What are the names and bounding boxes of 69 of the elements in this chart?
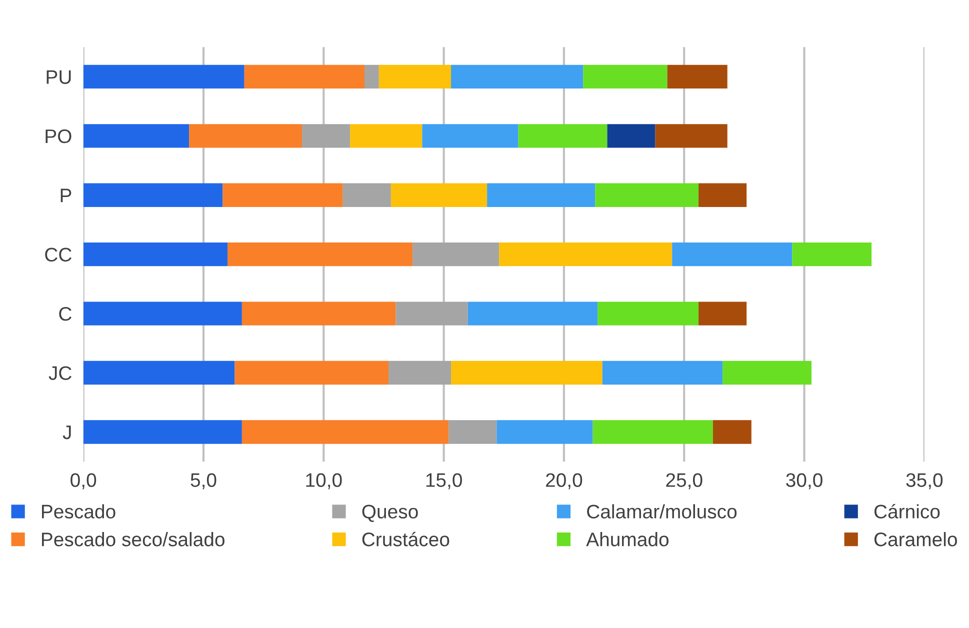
bar xyxy=(712,420,752,444)
bar xyxy=(83,360,235,385)
x-tick-label: 0,0 xyxy=(70,473,96,490)
bar xyxy=(388,360,452,385)
bar xyxy=(396,302,468,326)
x-tick-label: 35,0 xyxy=(906,473,943,490)
bar xyxy=(792,242,872,266)
x-tick-label: 30,0 xyxy=(786,473,822,490)
bar xyxy=(518,124,608,148)
legend-label: Cárnico xyxy=(874,504,940,518)
bar xyxy=(496,420,593,444)
bar xyxy=(242,302,396,326)
bar xyxy=(244,64,364,89)
bar xyxy=(422,124,518,148)
bar xyxy=(228,242,413,266)
legend-label: Caramelo xyxy=(874,532,957,546)
x-tick-label: 25,0 xyxy=(666,473,702,490)
y-tick-label: PO xyxy=(46,129,72,144)
bar xyxy=(83,302,242,326)
bar xyxy=(607,124,656,148)
bar xyxy=(222,183,343,207)
x-tick-label: 20,0 xyxy=(546,473,582,490)
bar xyxy=(602,360,723,385)
bar xyxy=(364,64,379,89)
y-tick-label: P xyxy=(60,188,72,202)
y-tick-label: PU xyxy=(46,70,71,84)
bar xyxy=(598,302,699,326)
bar xyxy=(390,183,488,207)
bar xyxy=(83,420,242,444)
bar xyxy=(698,302,747,326)
bar xyxy=(499,242,672,266)
legend-label: Crustáceo xyxy=(362,532,450,546)
y-tick-label: C xyxy=(59,307,72,321)
bar xyxy=(451,64,584,89)
bar xyxy=(698,183,747,207)
bar xyxy=(672,242,792,266)
bar xyxy=(595,183,699,207)
x-tick-label: 10,0 xyxy=(306,473,342,490)
bar xyxy=(242,420,449,444)
bar xyxy=(583,64,668,89)
bar xyxy=(234,360,389,385)
bar xyxy=(592,420,713,444)
legend-label: Ahumado xyxy=(586,532,669,546)
bar xyxy=(350,124,422,148)
bar xyxy=(302,124,350,148)
y-tick-label: J xyxy=(62,426,71,440)
bar xyxy=(342,183,391,207)
bar xyxy=(412,242,500,266)
legend-label: Queso xyxy=(362,504,418,522)
bar xyxy=(83,183,223,207)
legend-label: Pescado seco/salado xyxy=(42,532,224,546)
y-tick-label: CC xyxy=(45,248,72,262)
bar xyxy=(189,124,302,148)
bar xyxy=(667,64,728,89)
bar xyxy=(487,183,596,207)
bar xyxy=(83,242,228,266)
x-tick-label: 15,0 xyxy=(426,473,462,490)
bar xyxy=(451,360,602,385)
legend-label: Pescado xyxy=(42,504,116,518)
bar xyxy=(448,420,497,444)
bar xyxy=(722,360,812,385)
legend-label: Calamar/molusco xyxy=(587,504,737,518)
bar xyxy=(378,64,452,89)
bar xyxy=(655,124,728,148)
y-tick-label: JC xyxy=(48,366,72,380)
bar xyxy=(83,64,244,89)
x-tick-label: 5,0 xyxy=(190,473,216,490)
bar xyxy=(468,302,598,326)
bar xyxy=(83,124,190,148)
